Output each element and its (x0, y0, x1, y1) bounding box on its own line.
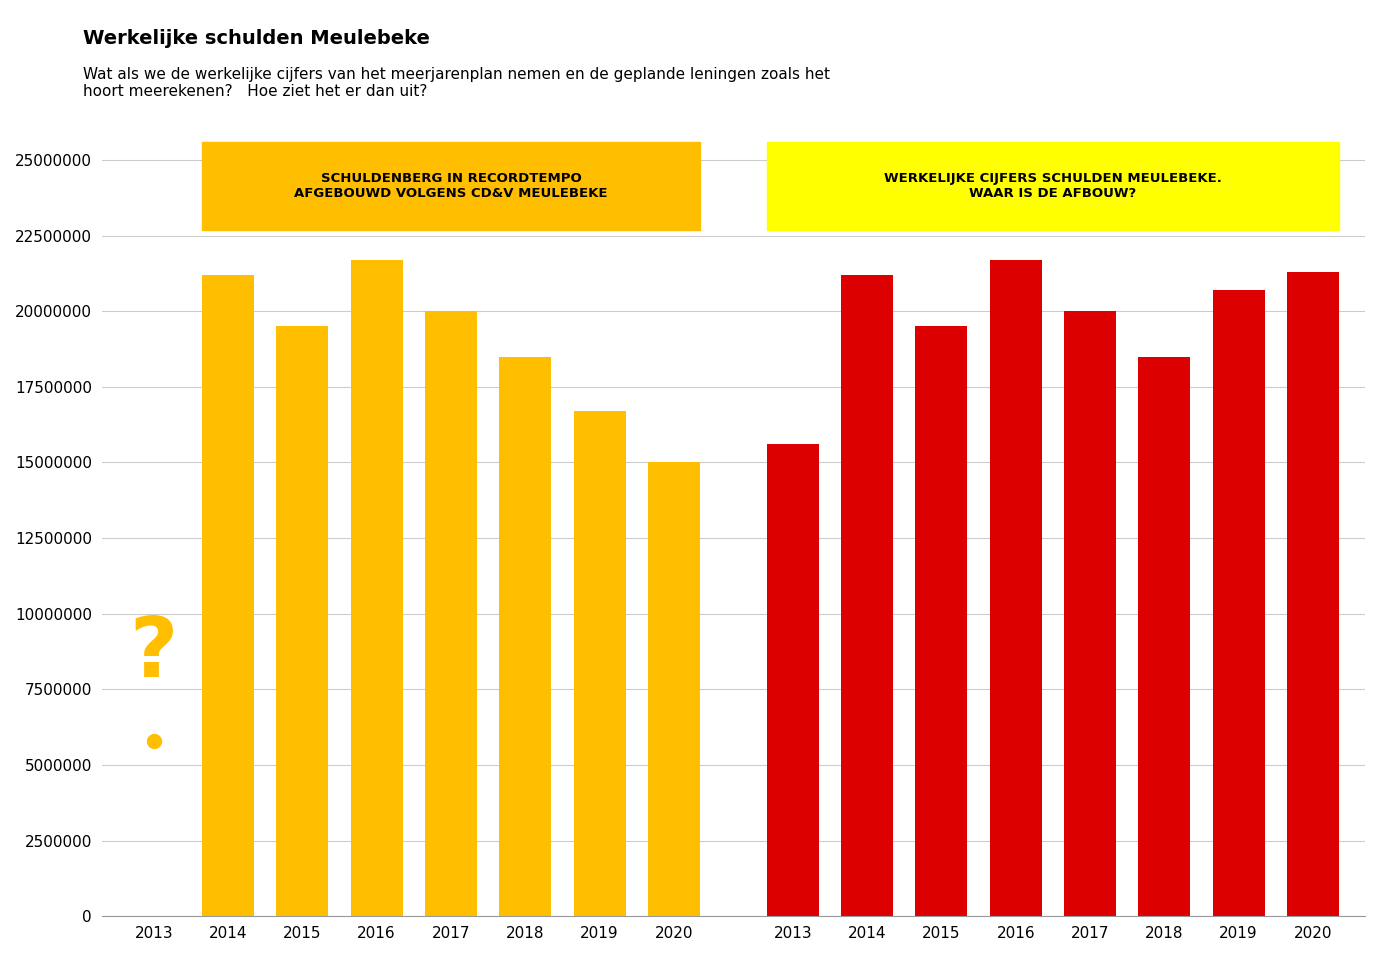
Bar (351, 260, 403, 916)
Bar (201, 275, 254, 916)
Bar (1064, 312, 1116, 916)
Text: WERKELIJKE CIJFERS SCHULDEN MEULEBEKE.
WAAR IS DE AFBOUW?: WERKELIJKE CIJFERS SCHULDEN MEULEBEKE. W… (885, 172, 1221, 200)
Text: ?: ? (130, 613, 178, 694)
Bar (500, 357, 551, 916)
Bar (574, 411, 625, 916)
Bar (989, 260, 1042, 916)
Bar (647, 463, 700, 916)
Text: Wat als we de werkelijke cijfers van het meerjarenplan nemen en de geplande leni: Wat als we de werkelijke cijfers van het… (83, 67, 829, 99)
Text: SCHULDENBERG IN RECORDTEMPO
AFGEBOUWD VOLGENS CD&V MEULEBEKE: SCHULDENBERG IN RECORDTEMPO AFGEBOUWD VO… (294, 172, 607, 200)
Bar (276, 326, 328, 916)
Text: Werkelijke schulden Meulebeke: Werkelijke schulden Meulebeke (83, 29, 429, 48)
Bar (1213, 290, 1264, 916)
Bar (1138, 357, 1191, 916)
Bar (1288, 272, 1339, 916)
Bar (915, 326, 967, 916)
Bar (425, 312, 477, 916)
Bar (767, 445, 818, 916)
Bar (842, 275, 893, 916)
